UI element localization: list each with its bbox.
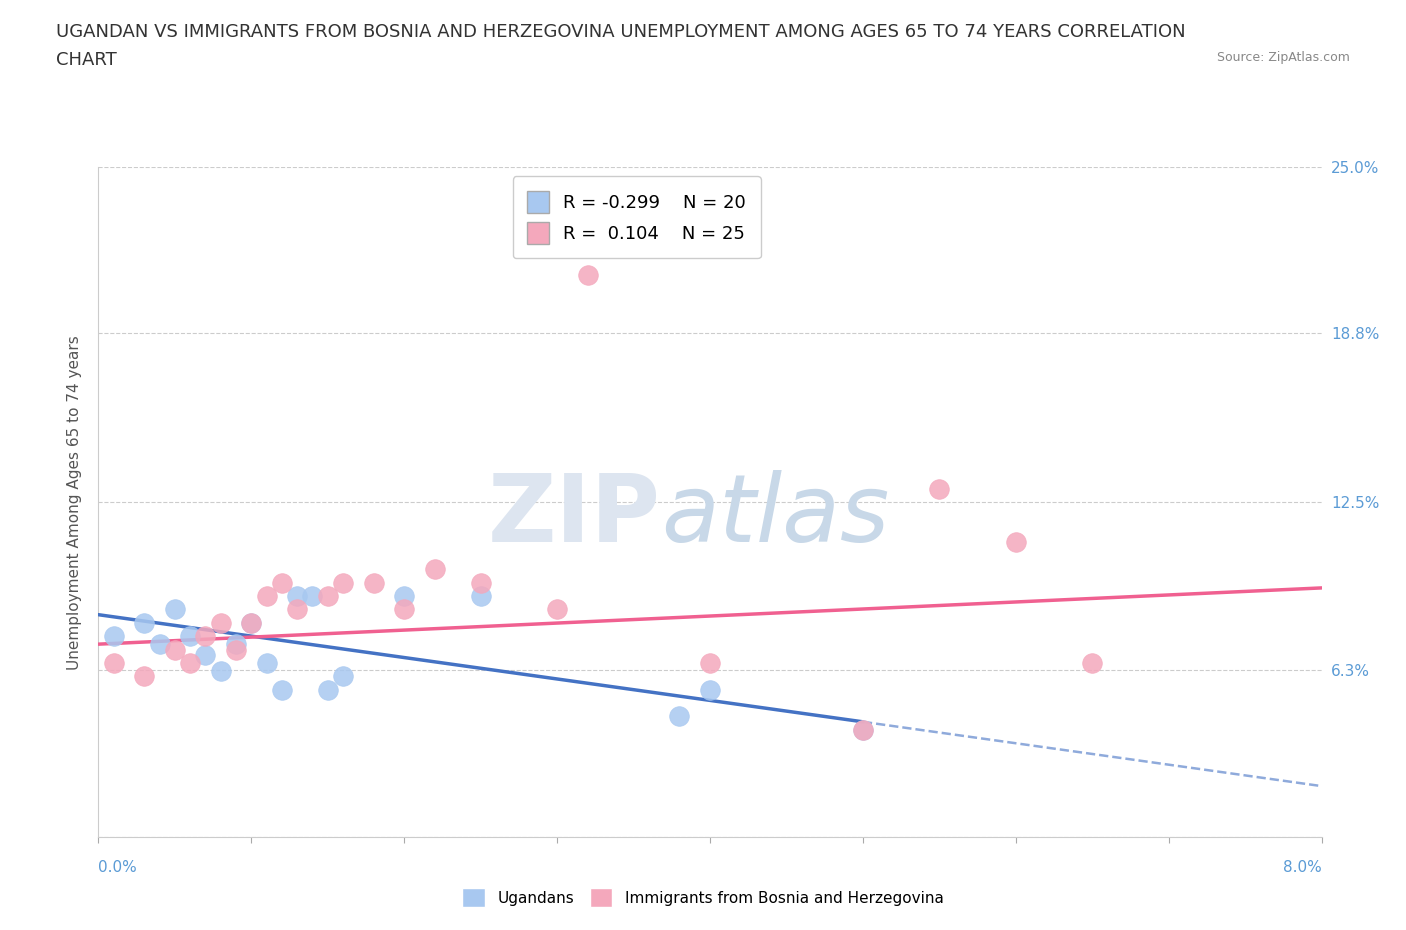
Point — [928, 482, 950, 497]
Point — [240, 616, 263, 631]
Point — [285, 602, 308, 617]
Point — [256, 656, 278, 671]
Point — [332, 669, 354, 684]
Point — [270, 575, 294, 590]
Point — [668, 709, 690, 724]
Text: 8.0%: 8.0% — [1282, 860, 1322, 875]
Point — [240, 616, 263, 631]
Text: UGANDAN VS IMMIGRANTS FROM BOSNIA AND HERZEGOVINA UNEMPLOYMENT AMONG AGES 65 TO : UGANDAN VS IMMIGRANTS FROM BOSNIA AND HE… — [56, 23, 1185, 41]
Point — [163, 602, 186, 617]
Y-axis label: Unemployment Among Ages 65 to 74 years: Unemployment Among Ages 65 to 74 years — [67, 335, 83, 670]
Point — [225, 637, 247, 652]
Text: ZIP: ZIP — [488, 470, 661, 562]
Text: 0.0%: 0.0% — [98, 860, 138, 875]
Point — [194, 629, 217, 644]
Point — [285, 589, 308, 604]
Point — [149, 637, 172, 652]
Point — [546, 602, 568, 617]
Point — [1081, 656, 1104, 671]
Point — [301, 589, 323, 604]
Point — [392, 602, 416, 617]
Point — [103, 656, 125, 671]
Point — [699, 656, 721, 671]
Point — [225, 642, 247, 657]
Text: CHART: CHART — [56, 51, 117, 69]
Point — [423, 562, 446, 577]
Point — [392, 589, 416, 604]
Legend: R = -0.299    N = 20, R =  0.104    N = 25: R = -0.299 N = 20, R = 0.104 N = 25 — [513, 177, 761, 259]
Point — [332, 575, 354, 590]
Text: atlas: atlas — [661, 470, 890, 561]
Point — [668, 240, 690, 255]
Point — [209, 663, 232, 678]
Point — [179, 656, 201, 671]
Point — [209, 616, 232, 631]
Point — [270, 683, 294, 698]
Point — [316, 683, 339, 698]
Point — [1004, 535, 1026, 550]
Point — [699, 683, 721, 698]
Point — [316, 589, 339, 604]
Point — [179, 629, 201, 644]
Text: Source: ZipAtlas.com: Source: ZipAtlas.com — [1216, 51, 1350, 64]
Point — [852, 723, 875, 737]
Point — [363, 575, 385, 590]
Point — [470, 575, 492, 590]
Point — [194, 647, 217, 662]
Point — [256, 589, 278, 604]
Point — [134, 616, 156, 631]
Point — [163, 642, 186, 657]
Point — [470, 589, 492, 604]
Point — [852, 723, 875, 737]
Legend: Ugandans, Immigrants from Bosnia and Herzegovina: Ugandans, Immigrants from Bosnia and Her… — [457, 883, 949, 913]
Point — [576, 267, 599, 282]
Point — [103, 629, 125, 644]
Point — [134, 669, 156, 684]
